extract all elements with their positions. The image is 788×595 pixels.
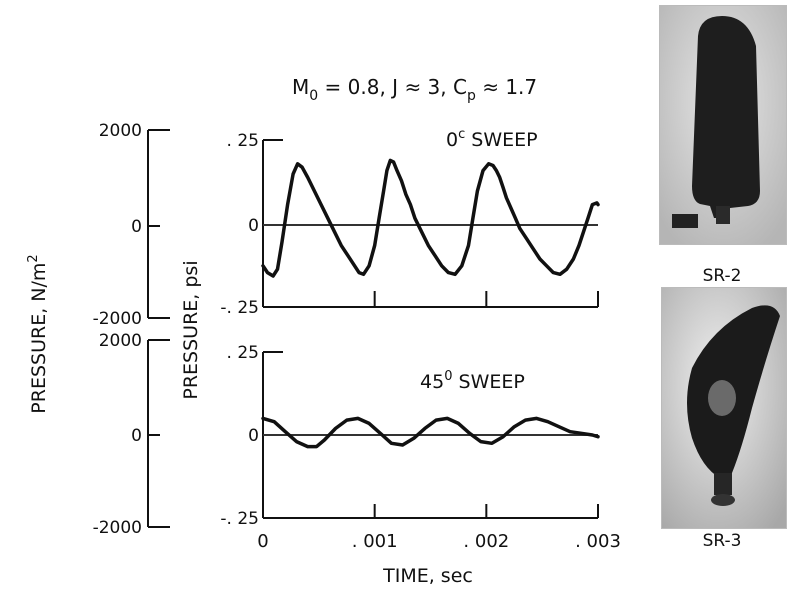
psi-y-tick-label: . 25 [227, 343, 259, 363]
si-y-tick-label: 2000 [99, 121, 142, 141]
panel-0: . 25 0 -. 25 [220, 131, 600, 318]
photo-label-sr2: SR-2 [702, 266, 742, 286]
panel-label-45-sweep: 450 SWEEP [420, 369, 525, 393]
series-line-1-0 [261, 416, 600, 449]
x-tick-label: . 003 [575, 531, 621, 552]
si-y-tick-label: 2000 [99, 331, 142, 351]
chart-title: M0 = 0.8, J ≈ 3, Cp ≈ 1.7 [292, 75, 537, 104]
series-line-0-0 [261, 158, 600, 278]
panel-1: . 25 0 -. 25 [220, 343, 600, 529]
psi-y-tick-label: -. 25 [220, 509, 259, 529]
chart-panels: . 25 0 -. 25 . 25 0 -. 25 [220, 131, 600, 529]
photo-label-sr3: SR-3 [702, 531, 742, 551]
psi-y-tick-label: -. 25 [220, 298, 259, 318]
panel-label-0-sweep: 0c SWEEP [446, 127, 538, 151]
psi-y-tick-label: . 25 [227, 131, 259, 151]
x-tick-label: 0 [257, 531, 268, 552]
psi-y-tick-label: 0 [248, 426, 259, 446]
propeller-blade-sr3-photo [661, 287, 787, 529]
si-y-tick-label: 0 [131, 217, 142, 237]
y-axis-label-si: PRESSURE, N/m2 [26, 254, 50, 413]
sr2-blade-icon [660, 6, 786, 244]
psi-y-tick-label: 0 [248, 216, 259, 236]
si-y-tick-label: -2000 [93, 518, 142, 538]
x-axis-label: TIME, sec [382, 565, 473, 587]
si-y-tick-label: 0 [131, 426, 142, 446]
sr3-blade-icon [662, 288, 786, 528]
x-tick-label: . 002 [463, 531, 509, 552]
x-tick-label: . 001 [352, 531, 398, 552]
propeller-blade-sr2-photo [659, 5, 787, 245]
x-tick-labels: 0 . 001 . 002 . 003 [257, 531, 621, 552]
si-y-tick-label: -2000 [93, 309, 142, 329]
y-axis-label-psi: PRESSURE, psi [180, 260, 202, 399]
